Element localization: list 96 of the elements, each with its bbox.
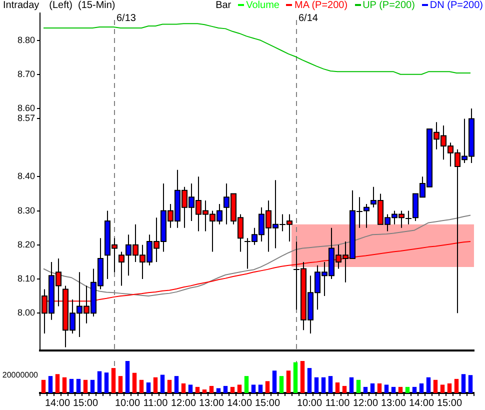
bar (265, 381, 270, 393)
annotation: 6/13 (116, 12, 136, 24)
bar (370, 383, 375, 393)
x-tick-label: 12:00 (170, 398, 196, 409)
y-tick-label: 8.20 (17, 239, 35, 250)
bar (258, 384, 263, 393)
chart-subtitle: (Left) (15-Min) (49, 0, 116, 11)
x-tick-label: 15:00 (436, 398, 462, 409)
x-tick-label: 11:00 (143, 398, 168, 409)
chart-title: Intraday (3, 0, 40, 11)
bar (356, 380, 361, 393)
bar (90, 380, 95, 393)
y-tick-label: 8.57 (17, 113, 35, 124)
bar (419, 383, 424, 393)
bar (461, 374, 466, 393)
bar (76, 378, 81, 393)
bar (251, 384, 256, 393)
bar (342, 386, 347, 393)
bar (237, 384, 242, 393)
bar (188, 384, 193, 393)
y-tick-label: 8.60 (17, 102, 35, 113)
bar (230, 386, 235, 393)
x-tick-label: 13:00 (198, 398, 224, 409)
bar (433, 380, 438, 393)
bar (398, 386, 403, 393)
bar (41, 380, 46, 393)
x-tick-label: 10:00 (114, 398, 140, 409)
candlestick (405, 210, 412, 225)
annotation: 6/14 (298, 12, 318, 24)
bar (244, 376, 249, 393)
bar (153, 377, 158, 393)
bar (384, 384, 389, 393)
bar (412, 386, 417, 393)
bar (146, 382, 151, 393)
bar (139, 380, 144, 393)
bar (300, 361, 305, 393)
bar (195, 386, 200, 393)
y-tick-label: 8.10 (17, 273, 35, 284)
bar (377, 383, 382, 393)
y-tick-label: 8.70 (17, 68, 35, 79)
bar (335, 382, 340, 393)
x-tick-label: 14:00 (44, 398, 70, 409)
bar (293, 362, 298, 393)
bar (55, 374, 60, 393)
bar (223, 386, 228, 393)
bar (202, 389, 207, 393)
bar (167, 380, 172, 393)
bar (321, 377, 326, 393)
bar (328, 376, 333, 393)
x-tick-label: 15:00 (72, 398, 98, 409)
bar (454, 378, 459, 393)
bar (174, 376, 179, 393)
bar (279, 376, 284, 393)
x-tick-label: 14:00 (226, 398, 252, 409)
bar (132, 372, 137, 393)
bar (314, 377, 319, 393)
x-tick-label: 14:00 (408, 398, 434, 409)
bar (97, 371, 102, 393)
bar (125, 361, 130, 393)
bar (286, 370, 291, 393)
legend-label: MA (P=200) (294, 0, 348, 11)
bar (391, 386, 396, 393)
x-tick-label: 11:00 (325, 398, 350, 409)
bar (118, 376, 123, 393)
x-tick-label: 12:00 (352, 398, 378, 409)
y-tick-label: 8.30 (17, 205, 35, 216)
bar (307, 368, 312, 393)
bar (62, 377, 67, 393)
y-tick-label: 8.00 (17, 308, 35, 318)
bar (48, 376, 53, 393)
x-tick-label: 13:00 (380, 398, 406, 409)
legend-label: DN (P=200) (430, 0, 483, 11)
text: Bar (216, 0, 232, 11)
bar (104, 372, 109, 393)
legend-label: UP (P=200) (362, 0, 415, 11)
legend-label: Volume (246, 0, 280, 11)
bar (405, 386, 410, 393)
x-tick-label: 10:00 (296, 398, 322, 409)
bar (111, 368, 116, 393)
x-tick-label: 15:00 (254, 398, 280, 409)
bar (181, 383, 186, 393)
y-tick-label: 8.40 (17, 171, 35, 182)
bar (440, 384, 445, 393)
bar (209, 386, 214, 393)
bar (468, 375, 473, 393)
bar (363, 386, 368, 393)
y-tick-label: 8.80 (17, 34, 35, 45)
bar (160, 374, 165, 393)
bar (69, 378, 74, 393)
bar (272, 370, 277, 393)
bar (447, 383, 452, 393)
bar (349, 377, 354, 393)
bar (83, 380, 88, 393)
bar (216, 388, 221, 393)
text: 20000000 (2, 370, 39, 380)
bar (426, 377, 431, 393)
